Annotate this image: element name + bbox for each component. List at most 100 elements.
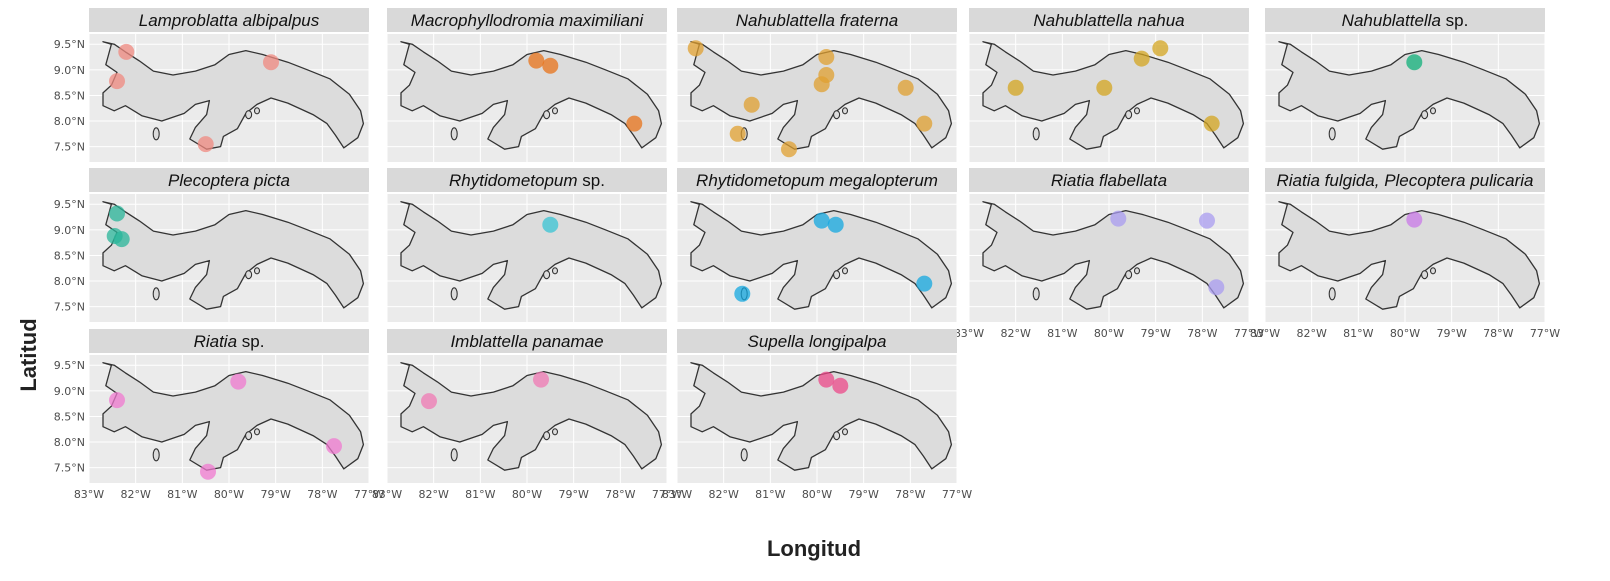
island-shape <box>450 127 458 141</box>
lat-tick-label: 9.0°N <box>54 385 85 398</box>
x-axis-title: Longitud <box>767 536 861 561</box>
panama-land-outline <box>102 201 365 310</box>
panama-land-outline <box>690 41 953 150</box>
island-shape <box>543 270 551 280</box>
lat-tick-label: 8.0°N <box>54 436 85 449</box>
lon-tick-label: 82°W <box>708 488 738 501</box>
lat-tick-label: 8.5°N <box>54 410 85 423</box>
lon-tick-label: 78°W <box>1483 327 1513 340</box>
panama-land-outline <box>400 201 663 310</box>
lon-tick-label: 80°W <box>214 488 244 501</box>
island-shape <box>551 267 559 275</box>
panama-land-outline <box>982 201 1245 310</box>
panel-title: Riatia flabellata <box>1051 171 1167 190</box>
panel-title: Imblattella panamae <box>450 332 603 351</box>
occurrence-point <box>626 115 643 132</box>
occurrence-point <box>200 463 216 480</box>
occurrence-point <box>734 285 751 302</box>
y-axis-title: Latitud <box>16 318 41 391</box>
panel-grid: Lamproblatta albipalpus 9.5°N 9.0°N 8.5°N 8.… <box>54 8 1560 501</box>
panel-title: Plecoptera picta <box>168 171 290 190</box>
occurrence-point <box>542 216 559 233</box>
lon-tick-label: 79°W <box>1140 327 1170 340</box>
panel-title: Rhytidometopum sp. <box>449 171 605 190</box>
occurrence-point <box>1199 212 1215 229</box>
map-panel: Plecoptera picta 9.5°N 9.0°N 8.5°N 8.0°N 7.5°… <box>54 168 370 322</box>
island-shape <box>551 428 559 436</box>
panel-strip <box>1265 8 1545 32</box>
lon-tick-label: 77°W <box>942 488 972 501</box>
lon-tick-label: 77°W <box>1530 327 1560 340</box>
lon-tick-label: 83°W <box>1250 327 1280 340</box>
panama-land-outline <box>102 362 365 471</box>
panel-title: Rhytidometopum megalopterum <box>696 171 938 190</box>
occurrence-point <box>1208 279 1225 296</box>
occurrence-point <box>729 125 746 142</box>
lon-tick-label: 80°W <box>802 488 832 501</box>
occurrence-point <box>818 49 835 65</box>
map-panel: Riatia sp. 9.5°N 9.0°N 8.5°N 8.0°N 7.5°N 83°W 8… <box>54 329 384 501</box>
panel-strip <box>387 329 667 353</box>
island-shape <box>551 107 559 115</box>
occurrence-point <box>1406 211 1423 228</box>
map-panel: Riatia flabellata 83°W 82°W 81°W 80°W 79°W 78°… <box>954 168 1264 340</box>
island-shape <box>152 127 160 141</box>
lat-tick-label: 9.0°N <box>54 224 85 237</box>
lon-tick-label: 82°W <box>418 488 448 501</box>
panel-title: Nahublattella nahua <box>1033 11 1184 30</box>
island-shape <box>1421 270 1429 280</box>
panama-land-outline <box>690 362 953 471</box>
island-shape <box>245 270 253 280</box>
lon-tick-label: 78°W <box>307 488 337 501</box>
island-shape <box>1429 107 1437 115</box>
lon-tick-label: 79°W <box>260 488 290 501</box>
island-shape <box>1429 267 1437 275</box>
island-shape <box>253 267 261 275</box>
occurrence-point <box>1406 54 1423 71</box>
map-panel: Imblattella panamae 83°W 82°W 81°W 80°W 79°W 7… <box>372 329 682 501</box>
panel-strip <box>89 8 369 32</box>
map-panel: Macrophyllodromia maximiliani <box>386 8 668 162</box>
panel-strip <box>387 8 667 32</box>
occurrence-point <box>263 54 279 71</box>
island-shape <box>543 431 551 441</box>
lon-tick-label: 78°W <box>895 488 925 501</box>
island-shape <box>841 107 849 115</box>
island-shape <box>1032 287 1040 301</box>
panama-land-outline <box>982 41 1245 150</box>
island-shape <box>1328 127 1336 141</box>
occurrence-point <box>421 393 437 410</box>
lat-tick-label: 8.5°N <box>54 89 85 102</box>
lat-tick-label: 7.5°N <box>54 301 85 314</box>
lon-tick-label: 81°W <box>1047 327 1077 340</box>
panel-title: Lamproblatta albipalpus <box>139 11 320 30</box>
lat-tick-label: 9.5°N <box>54 359 85 372</box>
panama-land-outline <box>400 362 663 471</box>
panama-land-outline <box>1278 201 1541 310</box>
lon-tick-label: 82°W <box>120 488 150 501</box>
lon-tick-label: 78°W <box>605 488 635 501</box>
occurrence-point <box>827 216 844 233</box>
lat-tick-label: 8.0°N <box>54 275 85 288</box>
lon-tick-label: 83°W <box>74 488 104 501</box>
occurrence-point <box>897 79 914 96</box>
panama-land-outline <box>400 41 663 150</box>
lon-tick-label: 79°W <box>848 488 878 501</box>
lon-tick-label: 83°W <box>662 488 692 501</box>
lon-tick-label: 77°W <box>652 488 682 501</box>
map-panel: Nahublattella nahua <box>968 8 1250 162</box>
panel-title: Nahublattella sp. <box>1342 11 1469 30</box>
lon-tick-label: 83°W <box>954 327 984 340</box>
lon-tick-label: 77°W <box>1234 327 1264 340</box>
panama-land-outline <box>1278 41 1541 150</box>
lon-tick-label: 77°W <box>354 488 384 501</box>
occurrence-point <box>1203 115 1220 132</box>
occurrence-point <box>743 96 760 113</box>
map-panel: Riatia fulgida, Plecoptera pulicaria 83°W… <box>1250 168 1560 340</box>
island-shape <box>245 431 253 441</box>
lat-tick-label: 7.5°N <box>54 141 85 154</box>
occurrence-point <box>687 40 704 57</box>
island-shape <box>253 107 261 115</box>
occurrence-point <box>533 371 549 388</box>
